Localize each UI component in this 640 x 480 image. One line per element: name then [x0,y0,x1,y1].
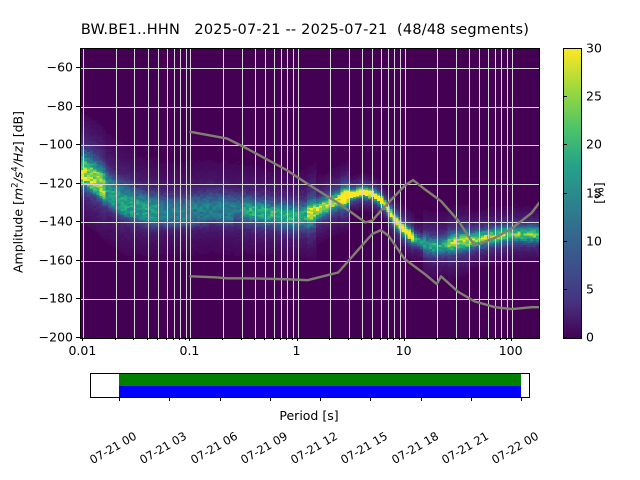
y-axis-tick-label: −180 [38,290,73,306]
colorbar [563,48,582,339]
timeline-tick-label: 07-21 18 [388,428,441,467]
timeline-tick-mark [470,397,472,401]
colorbar-decorations: [%] 0 5 10 15 20 25 30 [563,41,607,345]
coverage-bar-data [119,374,522,386]
colorbar-tick-mark [563,96,567,98]
colorbar-tick-mark [563,192,567,194]
coverage-timeline: 07-21 00 07-21 03 07-21 06 07-21 09 07-21 12… [87,373,541,467]
colorbar-tick-label: 30 [586,40,602,56]
y-axis-tick-label: −120 [38,175,73,191]
y-axis-tick-label: −140 [38,213,73,229]
timeline-tick-mark [521,397,523,401]
timeline-tick-mark [370,397,372,401]
timeline-tick-mark [119,397,121,401]
colorbar-tick-label: 20 [586,136,602,152]
timeline-tick-mark [169,397,171,401]
colorbar-tick-mark [563,48,567,49]
timeline-tick-label: 07-21 21 [438,428,491,467]
timeline-tick-mark [219,397,221,401]
colorbar-tick-label: 10 [586,233,602,249]
timeline-tick-label: 07-21 03 [137,428,190,467]
timeline-tick-label: 07-22 00 [489,428,542,467]
colorbar-tick-mark [563,288,567,290]
colorbar-tick-mark [563,337,567,338]
ppsd-histogram [81,49,539,338]
colorbar-tick-label: 15 [586,185,602,200]
timeline-tick-mark [269,397,271,401]
timeline-tick-label: 07-21 15 [338,428,391,467]
colorbar-tick-label: 25 [586,88,602,104]
x-axis-tick-label: 1 [292,343,301,358]
x-axis-label: Period [s] [279,408,339,423]
timeline-tick-label: 07-21 00 [87,428,139,467]
ppsd-axes [80,48,540,339]
colorbar-tick-mark [563,240,567,242]
timeline-tick-mark [320,397,322,401]
y-axis-tick-label: −80 [46,98,73,114]
timeline-tick-label: 07-21 09 [237,428,290,467]
colorbar-tick-label: 0 [586,329,594,345]
x-axis-tick-label: 0.1 [179,343,200,358]
colorbar-tick-mark [563,144,567,146]
x-axis-tick-label: 10 [395,343,412,358]
x-axis-tick-label: 0.01 [68,343,97,358]
y-axis-tick-label: −100 [38,136,73,152]
y-axis-tick-label: −160 [38,252,73,268]
timeline-tick-label: 07-21 06 [187,428,240,467]
x-axis-tick-label: 100 [498,343,523,358]
timeline-tick-label: 07-21 12 [288,428,340,467]
figure-title: BW.BE1..HHN 2025-07-21 -- 2025-07-21 (48… [80,22,530,38]
y-axis-tick-label: −60 [46,59,73,75]
timeline-tick-mark [420,397,422,401]
colorbar-tick-label: 5 [586,281,594,297]
y-axis-tick-label: −200 [38,329,73,345]
coverage-bar-gaps [119,385,522,397]
y-axis-label: Amplitude [m2/s4/Hz] [dB] [10,111,26,273]
